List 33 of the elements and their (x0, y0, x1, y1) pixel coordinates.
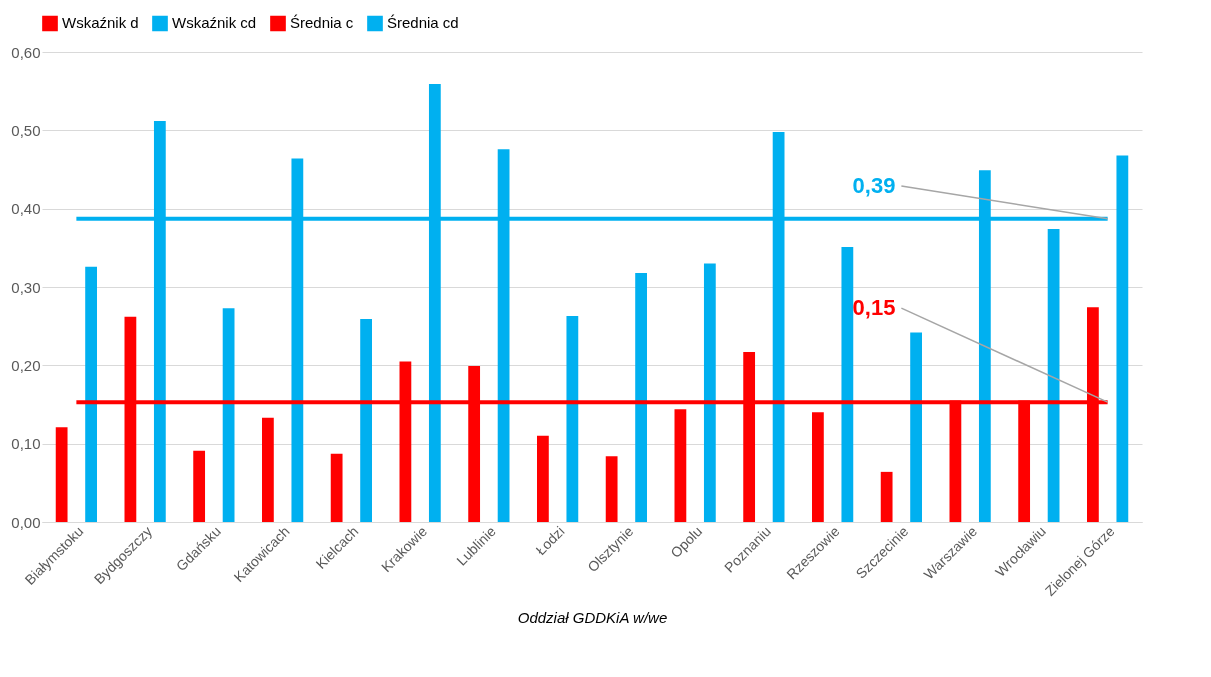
bar (193, 450, 206, 522)
bar (85, 266, 97, 522)
bar (1047, 229, 1060, 522)
legend-label: Średnia cd (387, 14, 459, 32)
bar (910, 332, 922, 522)
bar (880, 471, 893, 522)
y-tick-label: 0,20 (11, 356, 41, 374)
legend-label: Średnia c (290, 14, 354, 32)
bar (674, 409, 687, 522)
y-tick-label: 0,00 (11, 513, 41, 531)
annotation: 0,15 (852, 295, 896, 321)
bar (262, 417, 274, 522)
y-tick-label: 0,60 (11, 43, 41, 61)
y-tick-label: 0,30 (11, 278, 41, 296)
bar (812, 412, 824, 522)
legend-label: Wskaźnik cd (172, 14, 257, 32)
bar (360, 319, 372, 522)
bar (55, 427, 68, 522)
y-tick-label: 0,40 (11, 200, 41, 218)
bar (566, 315, 579, 522)
annotation: 0,39 (852, 172, 896, 198)
y-tick-label: 0,10 (11, 435, 41, 453)
bar (841, 247, 854, 522)
legend-label: Wskaźnik d (62, 14, 139, 32)
bar (703, 263, 716, 522)
bar (605, 456, 618, 522)
y-tick-label: 0,50 (11, 121, 41, 139)
bar (537, 435, 549, 522)
bar (222, 308, 235, 522)
bar (635, 272, 647, 522)
x-axis-title: Oddział GDDKiA w/we (517, 608, 668, 626)
bar (330, 453, 343, 522)
bar (1116, 155, 1129, 522)
